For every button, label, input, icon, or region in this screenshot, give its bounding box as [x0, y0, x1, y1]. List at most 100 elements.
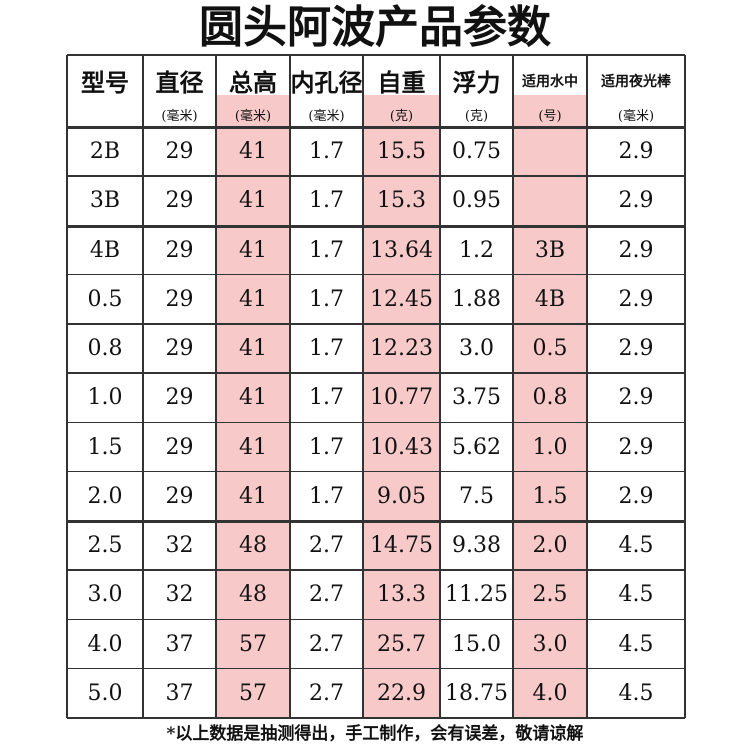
table-cell: 4.5 — [618, 582, 654, 608]
table-cell: 12.23 — [370, 336, 433, 362]
header-name: 自重 — [377, 68, 426, 97]
header-highlight — [216, 95, 290, 127]
table-cell: 5.62 — [452, 434, 501, 460]
grid-line — [67, 520, 685, 523]
table-cell: 0.8 — [532, 385, 568, 411]
header-name: 适用夜光棒 — [601, 74, 671, 90]
table-cell: 3B — [534, 237, 566, 263]
table-cell: 48 — [239, 582, 267, 608]
table-cell: 18.75 — [445, 680, 508, 706]
table-cell: 4.5 — [618, 533, 654, 559]
table-cell: 29 — [165, 237, 194, 263]
header-name: 总高 — [229, 68, 277, 97]
table-cell: 0.8 — [87, 336, 123, 362]
grid-line — [67, 54, 685, 56]
grid-line — [67, 372, 685, 374]
table-cell: 3B — [89, 188, 121, 214]
header-name: 内孔径 — [290, 68, 363, 97]
table-cell: 7.5 — [459, 483, 494, 509]
table-cell: 2.7 — [309, 533, 344, 559]
table-cell: 29 — [165, 483, 194, 509]
table-cell: 2.9 — [618, 336, 654, 362]
grid-line — [67, 717, 685, 719]
grid-line — [67, 224, 685, 228]
table-cell: 10.77 — [370, 385, 433, 411]
table-cell: 29 — [165, 434, 194, 460]
table-cell: 13.64 — [370, 237, 433, 263]
table-cell: 2.9 — [618, 286, 654, 312]
table-cell: 22.9 — [377, 680, 426, 706]
table-cell: 4.0 — [532, 680, 568, 706]
footnote: *以上数据是抽测得出，手工制作，会有误差，敬请谅解 — [166, 724, 584, 744]
header-highlight — [363, 95, 440, 127]
table-cell: 3.0 — [87, 582, 123, 608]
table-cell: 3.0 — [459, 336, 494, 362]
table-cell: 13.3 — [377, 582, 426, 608]
table-cell: 4.0 — [87, 631, 123, 657]
table-cell: 9.05 — [377, 483, 426, 509]
grid-line — [215, 55, 217, 718]
grid-line — [586, 55, 588, 718]
table-cell: 0.75 — [452, 139, 501, 165]
table-cell: 4B — [534, 286, 566, 312]
table-cell: 1.7 — [309, 385, 344, 411]
table-cell: 1.5 — [532, 483, 568, 509]
grid-line — [684, 55, 686, 718]
header-unit: (毫米) — [234, 109, 272, 124]
table-cell: 3.75 — [452, 385, 501, 411]
table-cell: 0.5 — [532, 336, 568, 362]
grid-line — [67, 667, 685, 670]
grid-line — [439, 55, 441, 718]
table-cell: 2.7 — [309, 582, 344, 608]
table-cell: 2.5 — [87, 533, 123, 559]
table-cell: 2.0 — [87, 483, 123, 509]
table-cell: 2.9 — [618, 237, 654, 263]
grid-line — [362, 55, 364, 718]
grid-line — [67, 273, 685, 276]
table-cell: 57 — [239, 631, 267, 657]
table-cell: 2.9 — [618, 385, 654, 411]
table-cell: 1.7 — [309, 139, 344, 165]
table-cell: 2B — [89, 139, 121, 165]
table-cell: 4.5 — [618, 631, 654, 657]
header-name: 型号 — [81, 68, 129, 97]
header-name: 直径 — [155, 68, 204, 97]
table-cell: 1.7 — [309, 336, 344, 362]
table-cell: 11.25 — [445, 582, 508, 608]
table-cell: 32 — [165, 582, 194, 608]
table-cell: 1.7 — [309, 483, 344, 509]
table-cell: 1.7 — [309, 434, 344, 460]
table-cell: 29 — [165, 286, 194, 312]
table: 型号 直径 (毫米) 总高 (毫米) 内孔径 (毫米) 自重 (克) 浮力 (克) 适用水中 (号) 适用… — [66, 54, 686, 719]
table-cell: 32 — [165, 533, 194, 559]
table-cell: 1.0 — [87, 385, 123, 411]
table-cell: 41 — [239, 237, 267, 263]
table-cell: 1.2 — [459, 237, 494, 263]
table-cell: 37 — [165, 680, 194, 706]
header-unit: (克) — [389, 109, 414, 124]
grid-line — [67, 470, 685, 473]
table-cell: 10.43 — [370, 434, 433, 460]
table-cell: 29 — [165, 336, 194, 362]
grid-line — [67, 175, 685, 177]
grid-line — [67, 421, 685, 423]
grid-line — [67, 323, 685, 325]
header-highlight — [513, 95, 587, 127]
grid-line — [512, 55, 514, 718]
table-cell: 4B — [89, 237, 121, 263]
table-cell: 2.9 — [618, 483, 654, 509]
table-cell: 1.88 — [452, 286, 501, 312]
table-cell: 41 — [239, 336, 267, 362]
table-cell: 1.0 — [532, 434, 568, 460]
table-cell: 41 — [239, 188, 267, 214]
header-unit: (毫米) — [308, 109, 345, 124]
header-unit: (号) — [538, 109, 562, 124]
grid-line — [66, 55, 68, 718]
table-cell: 2.7 — [309, 631, 344, 657]
table-cell: 14.75 — [370, 533, 433, 559]
table-cell: 9.38 — [452, 533, 501, 559]
grid-line — [67, 569, 685, 571]
table-cell: 2.5 — [532, 582, 568, 608]
grid-line — [142, 55, 144, 718]
